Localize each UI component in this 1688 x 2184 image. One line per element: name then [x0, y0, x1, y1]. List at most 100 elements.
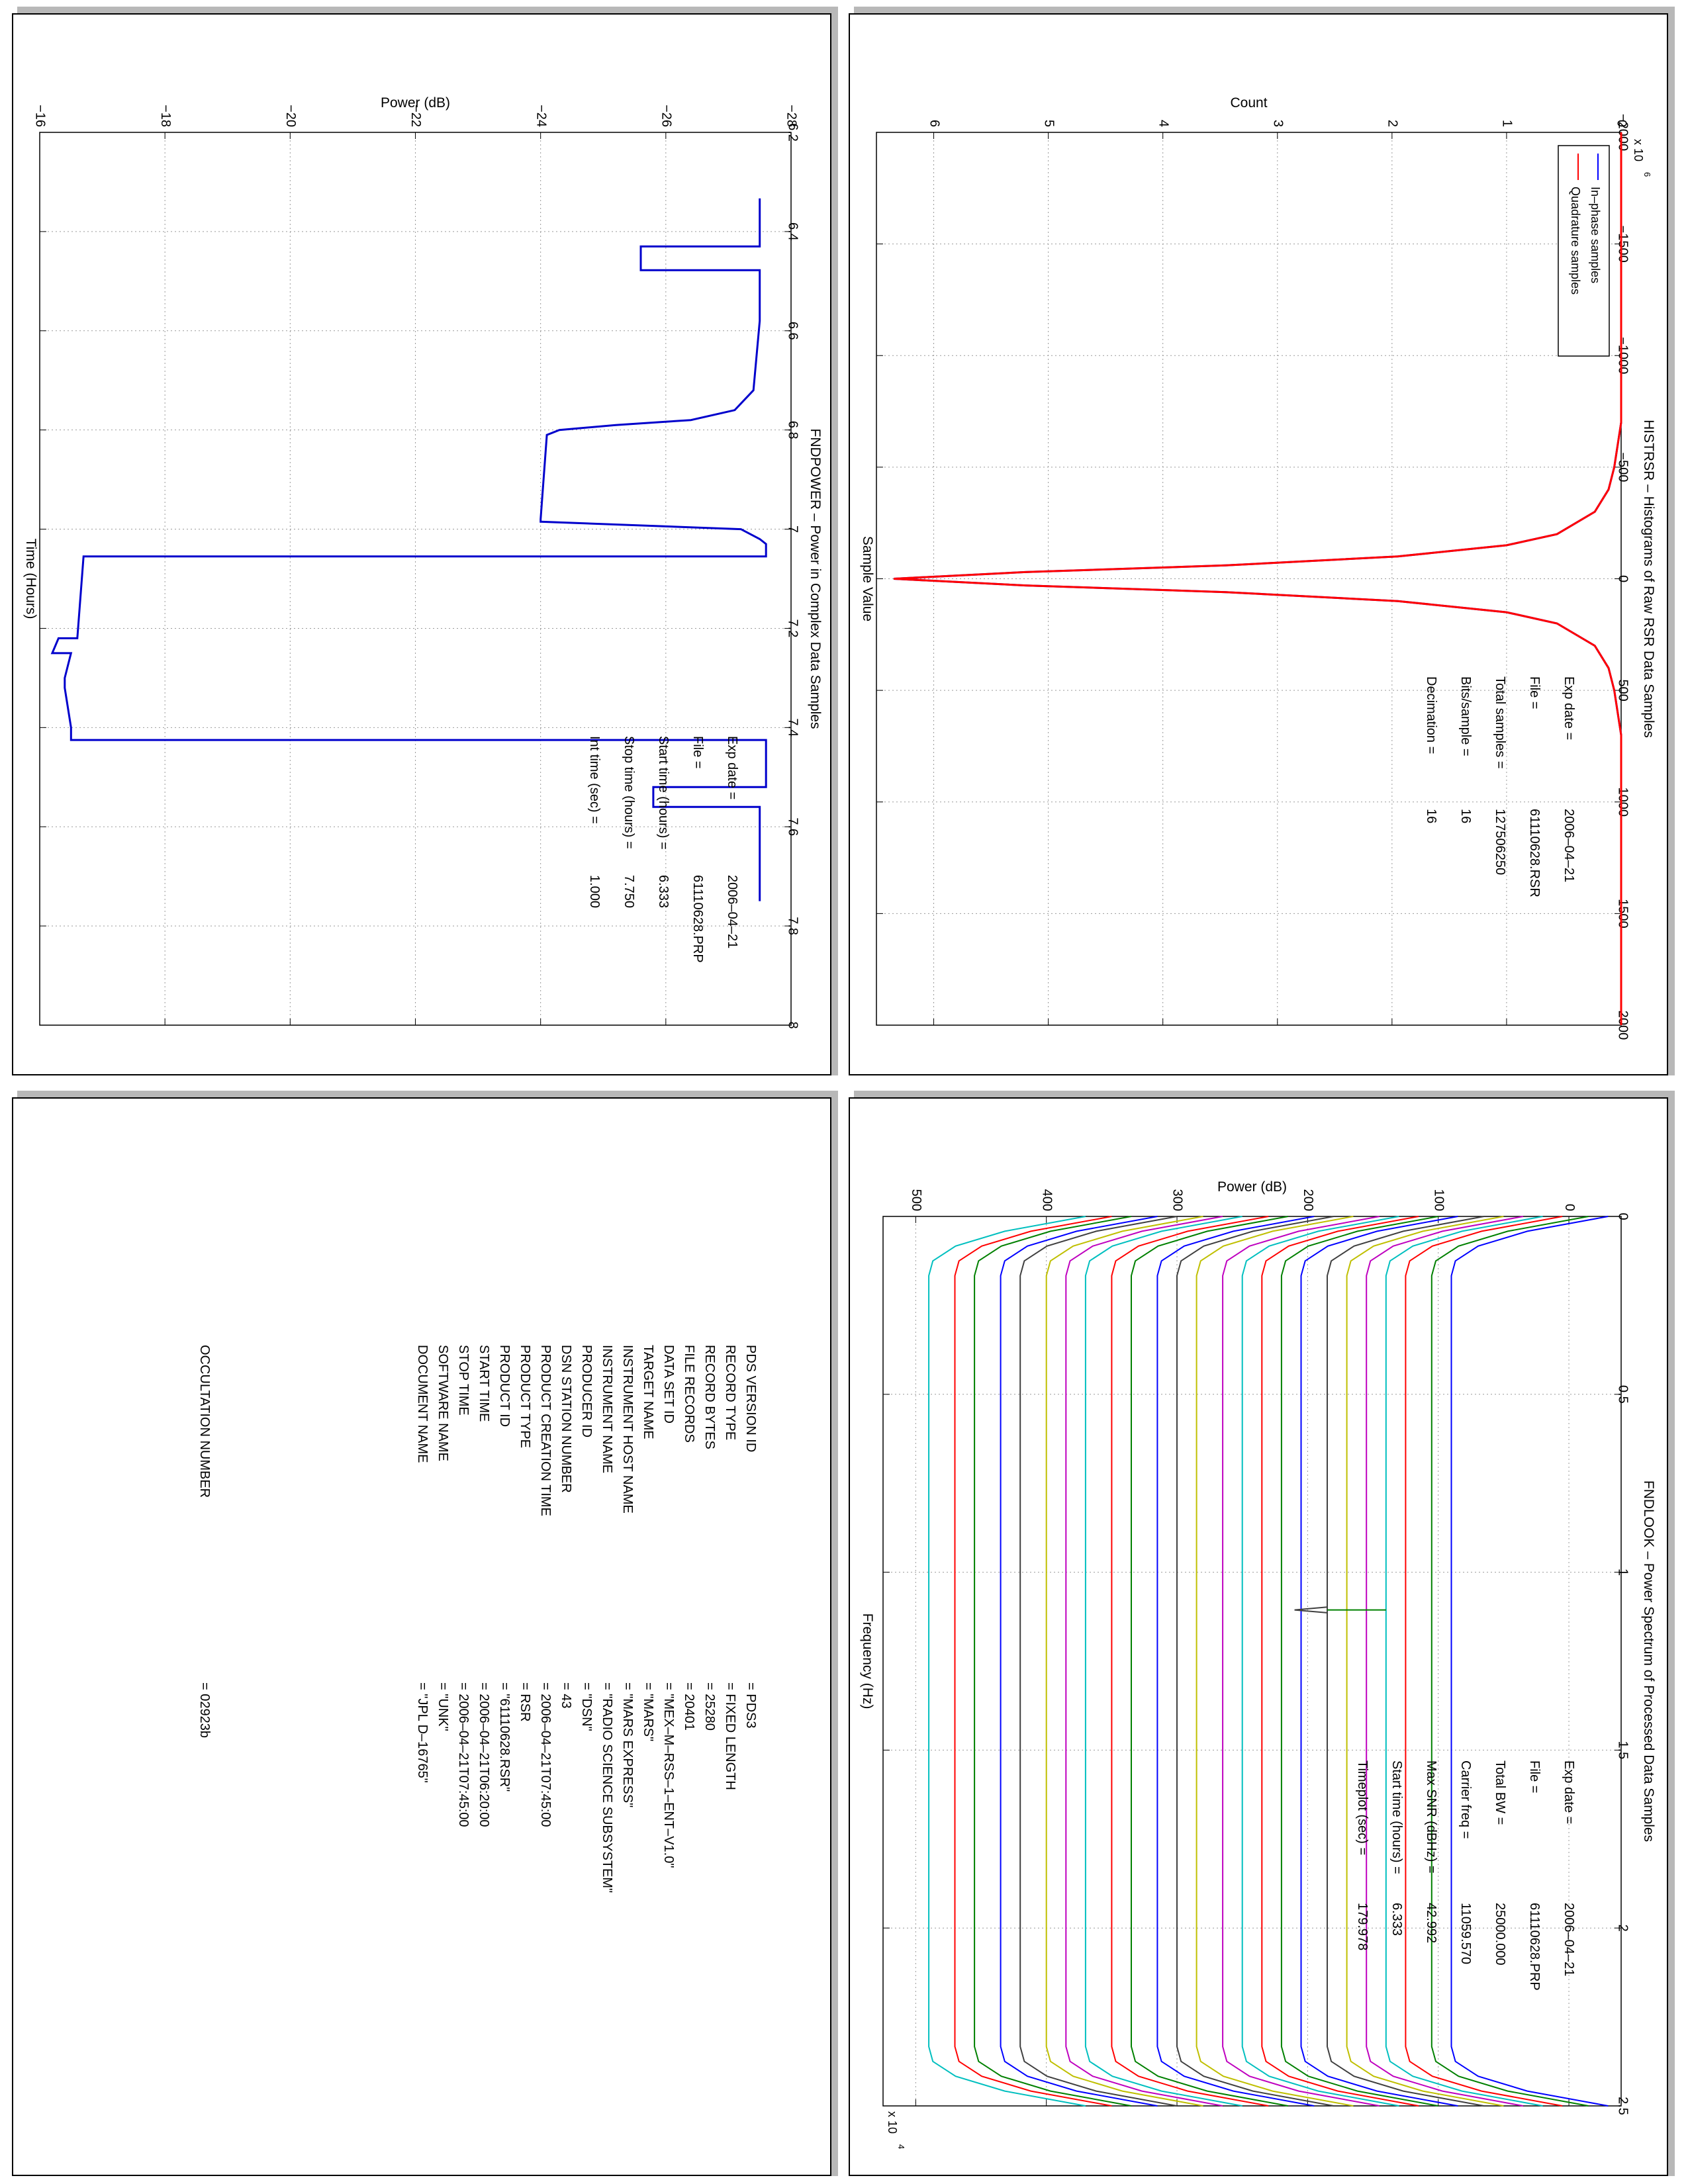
histogram-info-value: 127506250 [1493, 809, 1507, 875]
x-tick-label: −500 [1615, 452, 1630, 482]
histogram-info-label: File = [1527, 676, 1542, 709]
y-tick-label: −26 [659, 105, 674, 127]
x-tick-label: 6.6 [785, 322, 800, 340]
spectrum-info-label: Total BW = [1493, 1760, 1507, 1825]
y-axis-label: Power (dB) [1217, 1179, 1287, 1195]
spectrum-trace [1131, 1216, 1288, 2107]
label-key: OCCULTATION NUMBER [197, 1345, 212, 1498]
y-axis-label: Count [1230, 95, 1267, 111]
spectrum-trace [1450, 1216, 1609, 2107]
label-key: START TIME [477, 1345, 491, 1422]
power-info-value: 6.333 [656, 875, 671, 908]
label-key: PDS VERSION ID [743, 1345, 758, 1453]
spectrum-info-label: Timeplot (sec) = [1355, 1760, 1370, 1855]
plot-frame [882, 1216, 1622, 2107]
exponent-power: 4 [896, 2144, 906, 2149]
spectrum-trace [1346, 1216, 1504, 2107]
y-tick-label: 0 [1615, 120, 1629, 127]
spectrum-info-label: Carrier freq = [1458, 1760, 1473, 1839]
label-value: = 02923b [197, 1682, 212, 1738]
spectrum-info-label: Start time (hours) = [1389, 1760, 1404, 1874]
x-tick-label: 500 [1615, 679, 1630, 701]
x-tick-label: 0 [1615, 575, 1630, 582]
histogram-panel: −2000 −1500 −1000 −500 0 500 1000 1500 2000 0 1 2 3 4… [849, 13, 1668, 1075]
label-value: = "MEX–M–RSS–1–ENT–V1.0" [661, 1682, 676, 1868]
x-tick-label: 7.8 [785, 917, 800, 935]
y-tick-label: 2 [1385, 120, 1400, 127]
label-key: INSTRUMENT HOST NAME [620, 1345, 635, 1514]
x-tick-label: −1500 [1615, 226, 1630, 263]
label-value: = FIXED LENGTH [723, 1682, 737, 1790]
spectrum-trace [1045, 1216, 1203, 2107]
histogram-chart: −2000 −1500 −1000 −500 0 500 1000 1500 2000 0 1 2 3 4… [860, 95, 1656, 1040]
spectrum-trace [1241, 1216, 1399, 2107]
spectrum-info-value: 179.978 [1355, 1903, 1370, 1950]
y-tick-label: 6 [927, 120, 941, 127]
x-axis-label: Sample Value [860, 536, 875, 621]
power-info-label: Int time (sec) = [587, 736, 602, 824]
chart-title: FNDLOOK – Power Spectrum of Processed Da… [1641, 1480, 1656, 1842]
spectrum-trace [928, 1216, 1086, 2107]
exponent-label: x 10 [1632, 139, 1645, 161]
power-chart: 6.2 6.4 6.6 6.8 7 7.2 7.4 7.6 7.8 8 −28 −26 −24 −22 −2… [23, 95, 823, 1029]
spectrum-info-value: 42.992 [1424, 1903, 1438, 1943]
label-value: = 43 [559, 1682, 573, 1709]
spectrum-trace [1222, 1216, 1380, 2107]
x-tick-label: 7 [785, 525, 800, 533]
label-key: DATA SET ID [661, 1345, 676, 1424]
spectrum-info-value: 11059.570 [1458, 1903, 1473, 1964]
spectrum-info-label: Max SNR (dBHz) = [1424, 1760, 1438, 1874]
y-tick-label: 3 [1270, 120, 1285, 127]
histogram-info-label: Exp date = [1562, 676, 1576, 740]
spectrum-trace [1261, 1216, 1419, 2107]
histogram-info-value: 2006–04–21 [1562, 809, 1576, 882]
power-info-value: 7.750 [622, 875, 636, 908]
exponent-label: x 10 [886, 2111, 899, 2134]
power-series-line [50, 198, 767, 901]
spectrum-trace [1084, 1216, 1243, 2107]
chart-title: HISTRSR – Histograms of Raw RSR Data Sam… [1641, 420, 1656, 738]
x-tick-label: 6.2 [785, 123, 800, 142]
label-key: PRODUCT TYPE [518, 1345, 532, 1448]
label-key: PRODUCT CREATION TIME [538, 1345, 553, 1516]
label-key: DSN STATION NUMBER [559, 1345, 573, 1493]
spectrum-info-value: 6.333 [1389, 1903, 1404, 1936]
histogram-info-label: Decimation = [1424, 676, 1438, 754]
spectrum-trace [1156, 1216, 1315, 2107]
y-tick-label: 400 [1039, 1189, 1054, 1211]
x-tick-label: 6.8 [785, 421, 800, 439]
y-tick-label: 100 [1431, 1189, 1446, 1211]
power-info-value: 2006–04–21 [725, 875, 739, 948]
spectrum-trace [1385, 1216, 1543, 2107]
histogram-series-line [893, 132, 1622, 1025]
histogram-info-value: 16 [1424, 809, 1438, 823]
x-tick-label: 2.5 [1615, 2097, 1630, 2115]
spectrum-trace [1111, 1216, 1269, 2107]
label-key: RECORD BYTES [702, 1345, 717, 1449]
label-key: PRODUCER ID [579, 1345, 594, 1438]
label-value: = RSR [518, 1682, 532, 1722]
spectrum-trace [1327, 1216, 1484, 2107]
label-value: = PDS3 [743, 1682, 758, 1729]
y-tick-label: −20 [283, 105, 298, 127]
label-value: = "JPL D–16765" [415, 1682, 430, 1783]
legend-box [1558, 145, 1610, 357]
spectrum-trace [1366, 1216, 1524, 2107]
x-tick-label: −2000 [1615, 114, 1630, 151]
x-tick-label: 1 [1615, 1569, 1630, 1576]
spectrum-panel: 0 0.5 1 1.5 2 2.5 0 100 200 300 400 500 FNDLOOK – Po… [849, 1097, 1668, 2176]
x-tick-label: 6.4 [785, 222, 800, 241]
power-info-label: File = [690, 736, 705, 768]
x-tick-label: 8 [785, 1021, 800, 1028]
x-tick-label: 1.5 [1615, 1741, 1630, 1759]
carrier-peak [1294, 1606, 1328, 1614]
power-info-label: Stop time (hours) = [622, 736, 636, 849]
label-value: = 20401 [682, 1682, 696, 1731]
label-key: TARGET NAME [641, 1345, 655, 1439]
histogram-info-value: 61110628.RSR [1527, 809, 1542, 897]
label-value: = "MARS" [641, 1682, 655, 1742]
label-value: = "RADIO SCIENCE SUBSYSTEM" [600, 1682, 614, 1893]
power-info-label: Exp date = [725, 736, 739, 799]
label-value: = 2006–04–21T06:20:00 [477, 1682, 491, 1827]
x-tick-label: 0.5 [1615, 1385, 1630, 1404]
